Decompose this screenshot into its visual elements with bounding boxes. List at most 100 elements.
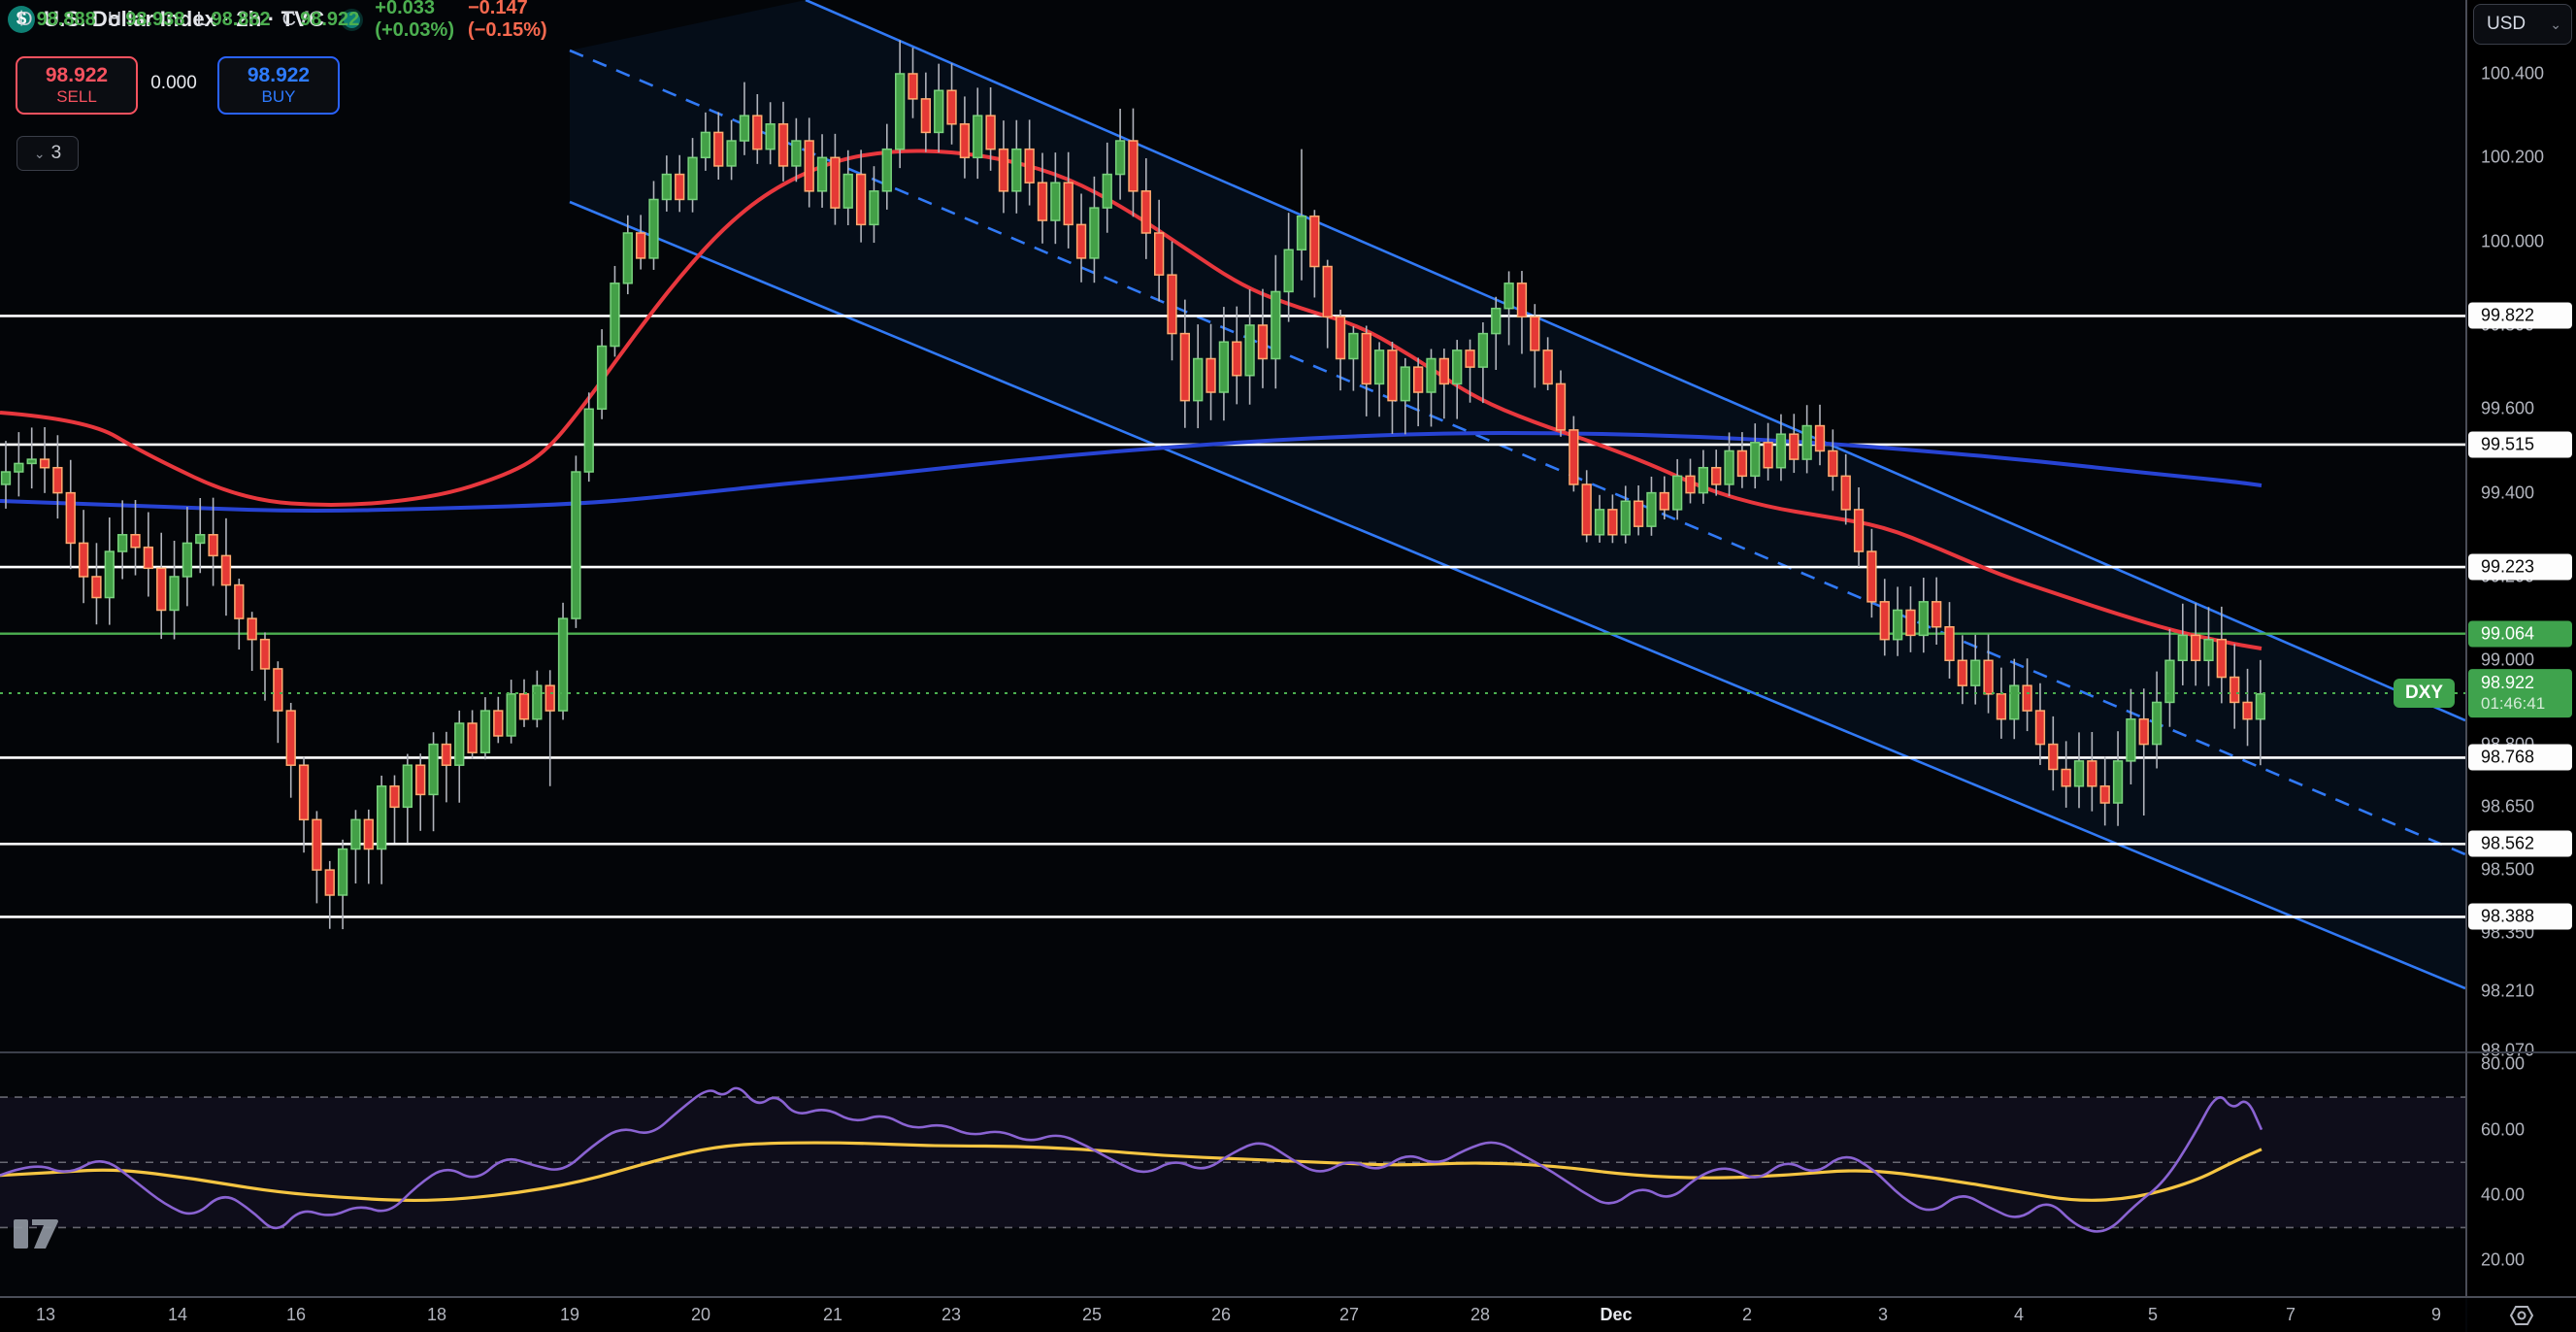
- candle-body: [934, 89, 944, 134]
- candle-body: [1232, 341, 1242, 377]
- candle-body: [234, 583, 245, 619]
- candle-body: [182, 542, 193, 578]
- candle-body: [881, 148, 892, 192]
- candle-body: [454, 722, 465, 766]
- candle-body: [1866, 550, 1877, 603]
- buy-button[interactable]: 98.922 BUY: [217, 56, 340, 115]
- candle-body: [583, 408, 594, 473]
- candle-body: [1373, 350, 1385, 385]
- ma-slow-line: [0, 431, 2262, 513]
- candle-body: [1050, 182, 1061, 221]
- candle-body: [0, 471, 12, 485]
- pane-divider[interactable]: [0, 1051, 2576, 1053]
- candle-body: [1724, 450, 1734, 485]
- candle-body: [596, 345, 608, 411]
- candle-body: [842, 173, 853, 209]
- sell-price: 98.922: [45, 64, 109, 87]
- candle-body: [1413, 366, 1424, 393]
- price-tick: 98.070: [2481, 1040, 2535, 1060]
- candle-body: [130, 534, 141, 549]
- candle-body: [1944, 625, 1955, 662]
- candle-body: [1257, 324, 1269, 360]
- price-pane-svg: [0, 0, 2465, 990]
- parallel-channel-fill: [570, 0, 2465, 988]
- candle-body: [675, 173, 685, 201]
- rsi-tick: 60.00: [2481, 1119, 2526, 1140]
- currency-selector[interactable]: USD ⌄: [2473, 4, 2572, 45]
- time-axis-label: 26: [1210, 1305, 1232, 1324]
- rsi-ma-line: [0, 1141, 2262, 1203]
- time-axis-label: Dec: [1600, 1305, 1633, 1324]
- buy-price: 98.922: [247, 64, 311, 87]
- price-level-badge: 98.562: [2468, 830, 2572, 857]
- candle-body: [195, 534, 206, 545]
- sell-button[interactable]: 98.922 SELL: [16, 56, 138, 115]
- price-tick: 100.200: [2481, 147, 2545, 167]
- candle-body: [39, 458, 50, 469]
- time-axis[interactable]: 13 14 16 18 19 20 21 23 25 26 27 28 Dec 2 3 4 5 7 9: [0, 1298, 2465, 1332]
- candle-body: [2087, 760, 2097, 787]
- candle-body: [1801, 424, 1812, 460]
- candle-body: [402, 764, 413, 809]
- candle-body: [1400, 366, 1410, 402]
- candle-body: [648, 198, 659, 259]
- candle-body: [1426, 357, 1437, 393]
- candle-body: [2009, 684, 2020, 720]
- price-level-badge: 99.515: [2468, 431, 2572, 458]
- candle-body: [1244, 324, 1255, 377]
- price-pane[interactable]: [0, 0, 2465, 1051]
- candle-body: [687, 156, 698, 201]
- ohlc-high-value: 98.938: [125, 8, 185, 30]
- candle-body: [467, 722, 478, 753]
- candle-body: [91, 576, 102, 599]
- trade-panel: 98.922 SELL 98.922 BUY: [16, 56, 340, 115]
- candle-body: [895, 73, 906, 150]
- candle-body: [1218, 341, 1230, 393]
- candle-body: [52, 466, 63, 494]
- time-axis-label: 7: [2285, 1305, 2296, 1324]
- candle-body: [1685, 475, 1696, 494]
- candle-body: [1452, 350, 1463, 385]
- time-axis-label: 3: [1877, 1305, 1889, 1324]
- candle-body: [14, 462, 24, 473]
- candle-body: [1581, 483, 1592, 536]
- candle-body: [752, 115, 763, 150]
- candle-body: [1491, 307, 1502, 335]
- candle-body: [1607, 509, 1618, 536]
- price-scale[interactable]: USD ⌄ 100.400 100.200 100.000 99.600 99.400 9…: [2467, 0, 2576, 1296]
- candle-body: [1750, 442, 1761, 478]
- time-axis-label: 9: [2430, 1305, 2442, 1324]
- axis-settings-corner[interactable]: [2467, 1298, 2576, 1332]
- candle-body: [1322, 265, 1333, 318]
- rsi-line: [0, 1086, 2263, 1233]
- channel-line: [569, 200, 2465, 990]
- price-tick: 99.400: [2481, 483, 2535, 503]
- indicators-collapse-button[interactable]: ⌄ 3: [17, 136, 79, 171]
- rsi-tick: 40.00: [2481, 1184, 2526, 1205]
- candle-body: [920, 98, 932, 134]
- time-axis-label: 23: [941, 1305, 962, 1324]
- candle-body: [1063, 182, 1073, 226]
- candle-body: [1698, 466, 1708, 494]
- candle-body: [2229, 676, 2240, 704]
- candle-body: [1179, 332, 1190, 402]
- market-status-icon: [341, 8, 364, 31]
- tradingview-logo-icon: [14, 1214, 58, 1254]
- price-line-symbol-label[interactable]: DXY: [2394, 678, 2456, 708]
- change-session: +0.033 (+0.03%): [375, 0, 454, 41]
- candle-body: [1996, 693, 2007, 720]
- candles: [0, 40, 2266, 930]
- change-prev-day: −0.147 (−0.15%): [467, 0, 547, 41]
- candle-body: [1530, 316, 1540, 351]
- symbol-header: $ U.S. Dollar Index · 2h · TVC O 98.888 …: [8, 0, 547, 41]
- candle-body: [622, 232, 633, 284]
- candle-body: [571, 471, 581, 619]
- symbol-title[interactable]: U.S. Dollar Index · 2h · TVC: [44, 7, 325, 31]
- price-tick: 98.210: [2481, 981, 2535, 1001]
- price-level-badge: 99.223: [2468, 553, 2572, 581]
- gear-icon[interactable]: [2509, 1303, 2534, 1328]
- candle-body: [610, 283, 620, 348]
- price-tick: 100.000: [2481, 231, 2545, 251]
- rsi-pane[interactable]: [0, 1051, 2465, 1296]
- candle-body: [2203, 638, 2214, 662]
